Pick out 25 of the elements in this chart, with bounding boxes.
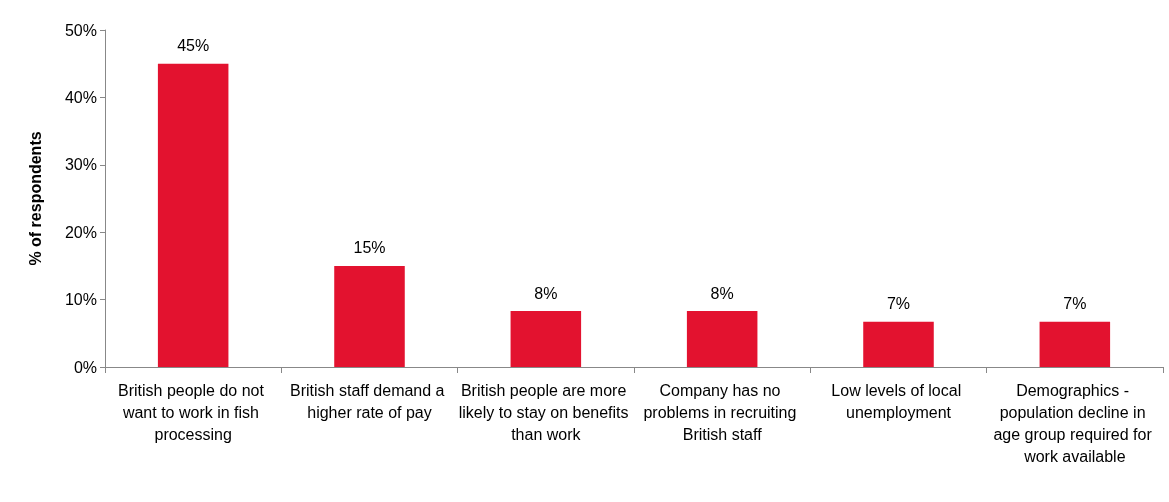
bar [510,311,582,367]
x-tick-label: British staff demand a higher rate of pay [290,381,449,421]
bar [1039,321,1111,367]
data-label: 7% [886,295,911,313]
x-tick-label: British people are more likely to stay on benefits than work [458,381,633,443]
bar [334,265,405,367]
y-axis-title: % of respondents [26,131,44,266]
x-tick-label: British people do not want to work in fish processing [118,381,269,443]
bar [863,321,934,367]
y-tick-label: 0% [73,358,97,376]
x-tick-label: Low levels of local unemployment [831,381,966,421]
data-label: 15% [353,239,386,257]
y-tick-label: 40% [64,88,97,106]
data-label: 7% [1063,295,1087,313]
x-tick-label: Demographics - population decline in age group required for work available [993,381,1157,465]
y-tick-label: 10% [64,291,97,309]
data-label: 8% [710,284,734,302]
data-label: 45% [177,37,210,55]
data-label: 8% [534,284,558,302]
bar [686,311,758,367]
y-tick-label: 50% [64,21,97,39]
x-tick-label: Company has no problems in recruiting British staff [643,381,801,443]
y-tick-label: 30% [64,156,97,174]
bar [157,63,229,367]
y-tick-label: 20% [64,223,97,241]
